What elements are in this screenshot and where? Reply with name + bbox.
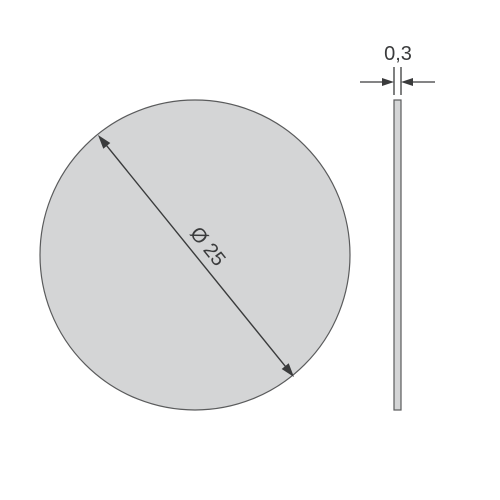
disc-side-view (394, 100, 401, 410)
thickness-label: 0,3 (384, 43, 412, 65)
